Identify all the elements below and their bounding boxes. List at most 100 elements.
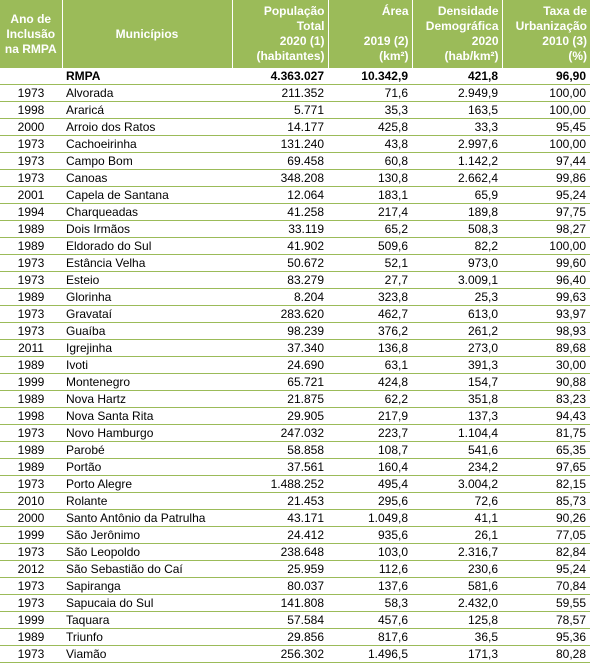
cell-densidade: 2.316,7: [412, 543, 502, 561]
cell-populacao: 29.905: [232, 407, 328, 425]
cell-densidade: 273,0: [412, 339, 502, 357]
header-line: Inclusão: [6, 26, 56, 41]
cell-area: 183,1: [328, 186, 412, 204]
cell-municipio: Nova Santa Rita: [62, 407, 232, 425]
cell-ano: 2000: [0, 118, 62, 136]
cell-urbanizacao: 90,88: [502, 373, 590, 391]
cell-area: 495,4: [328, 475, 412, 493]
header-line: 2020 (1): [279, 34, 325, 48]
cell-populacao: 348.208: [232, 169, 328, 187]
cell-area: 112,6: [328, 560, 412, 578]
cell-populacao: 69.458: [232, 152, 328, 170]
cell-ano: 1998: [0, 407, 62, 425]
cell-densidade: 125,8: [412, 611, 502, 629]
table-row: 1999 São Jerônimo 24.412 935,6 26,1 77,05: [0, 526, 590, 544]
cell-ano: 1994: [0, 203, 62, 221]
header-line: (km²): [379, 49, 409, 63]
cell-ano: 1973: [0, 169, 62, 187]
table-row: 1999 Montenegro 65.721 424,8 154,7 90,88: [0, 373, 590, 391]
cell-area: 136,8: [328, 339, 412, 357]
cell-ano: 1989: [0, 220, 62, 238]
cell-ano: 1973: [0, 475, 62, 493]
cell-densidade: 82,2: [412, 237, 502, 255]
cell-ano: 1999: [0, 611, 62, 629]
cell-municipio: Canoas: [62, 169, 232, 187]
table-row: 1989 Dois Irmãos 33.119 65,2 508,3 98,27: [0, 220, 590, 238]
cell-urbanizacao: 30,00: [502, 356, 590, 374]
cell-urbanizacao: 82,84: [502, 543, 590, 561]
cell-densidade: 973,0: [412, 254, 502, 272]
cell-municipio: Porto Alegre: [62, 475, 232, 493]
cell-municipio: Dois Irmãos: [62, 220, 232, 238]
cell-urbanizacao: 99,63: [502, 288, 590, 306]
header-line: na RMPA: [4, 41, 57, 56]
header-line: Taxa de: [543, 4, 587, 18]
cell-area: 295,6: [328, 492, 412, 510]
cell-populacao: 24.690: [232, 356, 328, 374]
table-row: 1973 Sapiranga 80.037 137,6 581,6 70,84: [0, 577, 590, 595]
cell-densidade: 3.009,1: [412, 271, 502, 289]
cell-populacao: 256.302: [232, 645, 328, 663]
cell-municipio: São Jerônimo: [62, 526, 232, 544]
cell-urbanizacao: 94,43: [502, 407, 590, 425]
cell-densidade: 189,8: [412, 203, 502, 221]
cell-urbanizacao: 100,00: [502, 237, 590, 255]
cell-densidade: 230,6: [412, 560, 502, 578]
cell-ano: 1998: [0, 101, 62, 119]
cell-densidade: 613,0: [412, 305, 502, 323]
cell-area: 43,8: [328, 135, 412, 153]
table-row: 2000 Arroio dos Ratos 14.177 425,8 33,3 95,45: [0, 118, 590, 136]
cell-urbanizacao: 78,57: [502, 611, 590, 629]
header-line: (habitantes): [256, 49, 325, 63]
cell-municipio: Triunfo: [62, 628, 232, 646]
cell-municipio: Campo Bom: [62, 152, 232, 170]
cell-area: 935,6: [328, 526, 412, 544]
cell-populacao: 14.177: [232, 118, 328, 136]
cell-densidade: 234,2: [412, 458, 502, 476]
cell-area: 71,6: [328, 84, 412, 102]
table-row: 1989 Nova Hartz 21.875 62,2 351,8 83,23: [0, 390, 590, 408]
cell-municipio: Igrejinha: [62, 339, 232, 357]
table-row: 2011 Igrejinha 37.340 136,8 273,0 89,68: [0, 339, 590, 357]
cell-municipio: Santo Antônio da Patrulha: [62, 509, 232, 527]
cell-densidade: 508,3: [412, 220, 502, 238]
table-row: 1999 Taquara 57.584 457,6 125,8 78,57: [0, 611, 590, 629]
cell-urbanizacao: 77,05: [502, 526, 590, 544]
cell-urbanizacao: 65,35: [502, 441, 590, 459]
cell-municipio: Estância Velha: [62, 254, 232, 272]
cell-urbanizacao: 89,68: [502, 339, 590, 357]
table-row: 1973 Gravataí 283.620 462,7 613,0 93,97: [0, 305, 590, 323]
cell-area: 35,3: [328, 101, 412, 119]
cell-ano: 1973: [0, 135, 62, 153]
table-row: 1973 Novo Hamburgo 247.032 223,7 1.104,4 81,7…: [0, 424, 590, 442]
cell-area: 462,7: [328, 305, 412, 323]
header-line: 2020: [471, 34, 499, 48]
cell-area: 817,6: [328, 628, 412, 646]
cell-ano: 1973: [0, 254, 62, 272]
cell-municipio: Gravataí: [62, 305, 232, 323]
cell-urbanizacao: 98,93: [502, 322, 590, 340]
cell-populacao: 238.648: [232, 543, 328, 561]
cell-densidade: 391,3: [412, 356, 502, 374]
cell-ano: 1973: [0, 543, 62, 561]
cell-populacao: 1.488.252: [232, 475, 328, 493]
cell-area: 52,1: [328, 254, 412, 272]
cell-populacao: 43.171: [232, 509, 328, 527]
cell-ano: 1989: [0, 458, 62, 476]
cell-densidade: 2.997,6: [412, 135, 502, 153]
cell-urbanizacao: 95,36: [502, 628, 590, 646]
cell-municipio: São Sebastião do Caí: [62, 560, 232, 578]
cell-densidade: 72,6: [412, 492, 502, 510]
cell-densidade: 25,3: [412, 288, 502, 306]
table-row: 1989 Parobé 58.858 108,7 541,6 65,35: [0, 441, 590, 459]
cell-densidade: 541,6: [412, 441, 502, 459]
cell-urbanizacao: 97,65: [502, 458, 590, 476]
col-header-densidade: Densidade Demográfica 2020 (hab/km²): [411, 0, 502, 68]
cell-municipio: Glorinha: [62, 288, 232, 306]
cell-municipio: Guaíba: [62, 322, 232, 340]
header-line: Total: [296, 19, 325, 33]
cell-municipio: Esteio: [62, 271, 232, 289]
cell-ano: 1973: [0, 84, 62, 102]
cell-municipio: Novo Hamburgo: [62, 424, 232, 442]
